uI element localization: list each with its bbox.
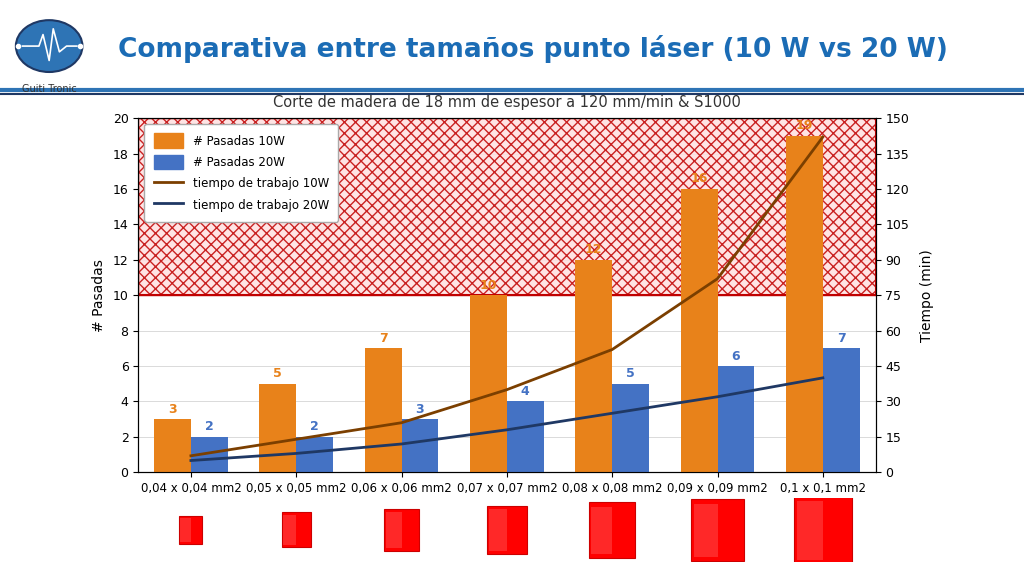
Text: 7: 7 (379, 332, 387, 345)
Text: 12: 12 (585, 243, 602, 256)
tiempo de trabajo 10W (817, 134, 829, 141)
Bar (296, 437, 333, 472)
Title: Corte de madera de 18 mm de espesor a 120 mm/min & S1000: Corte de madera de 18 mm de espesor a 12… (273, 95, 740, 110)
Text: 6: 6 (732, 350, 740, 362)
Bar (786, 136, 823, 472)
tiempo de trabajo 20W (395, 441, 408, 448)
tiempo de trabajo 10W (501, 386, 513, 393)
Y-axis label: Tiempo (min): Tiempo (min) (921, 249, 934, 342)
tiempo de trabajo 20W (501, 426, 513, 433)
Bar (823, 348, 860, 472)
Bar (612, 384, 649, 472)
tiempo de trabajo 10W (395, 419, 408, 426)
Bar (794, 495, 852, 564)
Bar (694, 503, 718, 557)
Text: Guiti Tronic: Guiti Tronic (22, 84, 77, 93)
Line: tiempo de trabajo 10W: tiempo de trabajo 10W (190, 137, 823, 456)
Bar (138, 118, 876, 295)
Ellipse shape (16, 20, 82, 72)
tiempo de trabajo 10W (184, 452, 197, 459)
Bar (591, 506, 612, 554)
tiempo de trabajo 20W (817, 374, 829, 381)
Text: 16: 16 (690, 172, 708, 185)
Bar (386, 513, 401, 548)
Bar (401, 419, 438, 472)
Text: 3: 3 (416, 403, 424, 416)
Line: tiempo de trabajo 20W: tiempo de trabajo 20W (190, 378, 823, 461)
tiempo de trabajo 10W (712, 275, 724, 282)
Bar (507, 401, 544, 472)
Bar (488, 509, 507, 551)
tiempo de trabajo 10W (606, 346, 618, 353)
Bar (365, 348, 401, 472)
tiempo de trabajo 20W (606, 410, 618, 417)
Bar (384, 509, 419, 551)
Bar (284, 516, 296, 545)
tiempo de trabajo 20W (712, 393, 724, 400)
Text: 2: 2 (205, 420, 214, 433)
Text: 7: 7 (837, 332, 846, 345)
Bar (180, 518, 190, 542)
Text: 3: 3 (168, 403, 177, 416)
Text: 4: 4 (521, 385, 529, 398)
Y-axis label: # Pasadas: # Pasadas (92, 259, 105, 332)
Bar (681, 189, 718, 472)
Bar (259, 384, 296, 472)
Bar (138, 118, 876, 295)
Bar (190, 437, 227, 472)
Bar (154, 419, 190, 472)
Text: 2: 2 (310, 420, 319, 433)
Text: 5: 5 (627, 367, 635, 380)
Bar (179, 516, 203, 544)
Bar (589, 502, 635, 558)
Bar (575, 260, 612, 472)
Text: Comparativa entre tamaños punto láser (10 W vs 20 W): Comparativa entre tamaños punto láser (1… (118, 35, 947, 63)
Text: 19: 19 (796, 119, 813, 132)
Text: 10: 10 (479, 279, 498, 291)
Bar (470, 295, 507, 472)
Legend: # Pasadas 10W, # Pasadas 20W, tiempo de trabajo 10W, tiempo de trabajo 20W: # Pasadas 10W, # Pasadas 20W, tiempo de … (144, 124, 338, 222)
Bar (797, 501, 823, 560)
Bar (486, 506, 527, 554)
tiempo de trabajo 20W (184, 457, 197, 464)
Bar (718, 366, 755, 472)
Text: 5: 5 (273, 367, 283, 380)
Bar (282, 513, 310, 547)
tiempo de trabajo 20W (290, 450, 302, 457)
Bar (691, 499, 743, 561)
tiempo de trabajo 10W (290, 436, 302, 443)
